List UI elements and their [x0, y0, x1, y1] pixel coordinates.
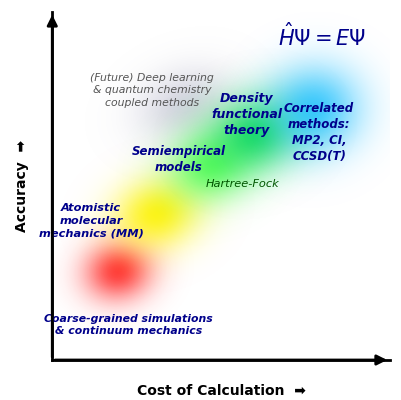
Text: (Future) Deep learning
& quantum chemistry
coupled methods: (Future) Deep learning & quantum chemist… — [90, 73, 213, 108]
Text: Hartree-Fock: Hartree-Fock — [206, 179, 279, 189]
Text: Accuracy  ➡: Accuracy ➡ — [15, 140, 29, 232]
Text: Correlated
methods:
MP2, CI,
CCSD(T): Correlated methods: MP2, CI, CCSD(T) — [283, 102, 353, 162]
Text: Semiempirical
models: Semiempirical models — [132, 146, 225, 174]
Text: Density
functional
theory: Density functional theory — [211, 92, 281, 137]
Text: Coarse-grained simulations
& continuum mechanics: Coarse-grained simulations & continuum m… — [44, 314, 212, 336]
Text: Atomistic
molecular
mechanics (MM): Atomistic molecular mechanics (MM) — [38, 203, 143, 238]
Text: $\hat{H}\Psi = E\Psi$: $\hat{H}\Psi = E\Psi$ — [277, 22, 366, 50]
Text: Cost of Calculation  ➡: Cost of Calculation ➡ — [136, 384, 305, 398]
